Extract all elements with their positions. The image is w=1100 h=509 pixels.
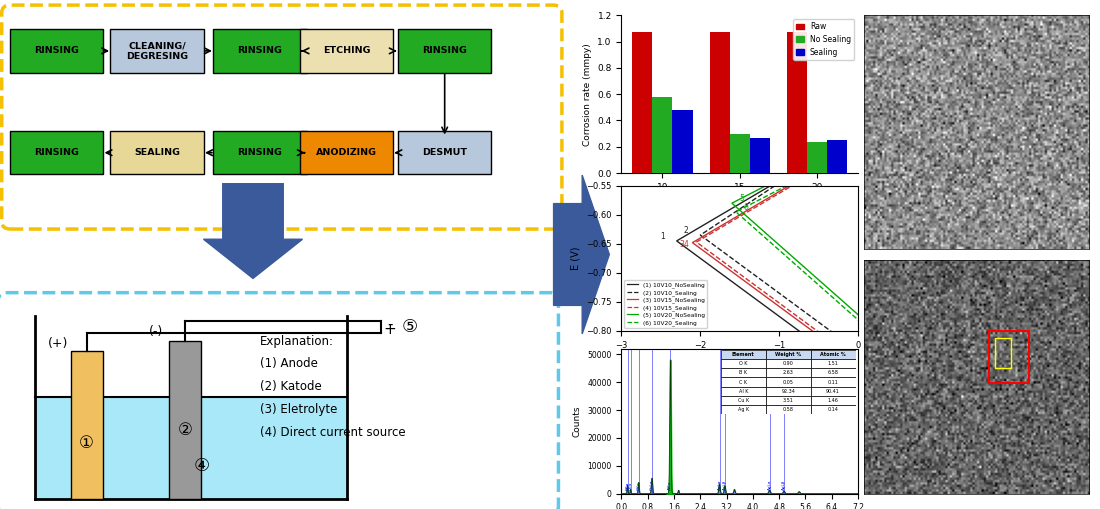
Text: (2) Katode: (2) Katode (260, 380, 321, 393)
Text: CKα: CKα (628, 482, 632, 490)
Y-axis label: E (V): E (V) (571, 246, 581, 270)
FancyBboxPatch shape (213, 29, 307, 72)
FancyBboxPatch shape (110, 29, 204, 72)
Legend: (1) 10V10_NoSealing, (2) 10V10_Sealing, (3) 10V15_NoSealing, (4) 10V15_Sealing, : (1) 10V10_NoSealing, (2) 10V10_Sealing, … (625, 280, 707, 328)
Bar (652, 97, 672, 173)
Text: AgLβ: AgLβ (782, 479, 786, 490)
FancyBboxPatch shape (110, 131, 204, 174)
Bar (827, 140, 847, 173)
Text: CLEANING/
DEGRESING: CLEANING/ DEGRESING (126, 41, 188, 61)
Bar (807, 142, 827, 173)
Text: ANODIZING: ANODIZING (316, 148, 377, 157)
Text: RINSING: RINSING (34, 46, 79, 55)
Bar (35, 397, 346, 499)
FancyBboxPatch shape (299, 29, 394, 72)
Text: DESMUT: DESMUT (422, 148, 468, 157)
Text: CuLα: CuLα (650, 479, 654, 490)
Bar (70, 351, 102, 499)
Legend: Raw, No Sealing, Sealing: Raw, No Sealing, Sealing (793, 19, 855, 60)
Bar (169, 341, 200, 499)
Bar (786, 33, 807, 173)
Bar (729, 134, 750, 173)
Text: RINSING: RINSING (238, 148, 283, 157)
Text: ①: ① (79, 434, 95, 452)
Text: RINSING: RINSING (34, 148, 79, 157)
Text: ④: ④ (194, 457, 210, 475)
Text: AgLα: AgLα (768, 479, 771, 490)
Bar (989, 331, 1030, 383)
FancyBboxPatch shape (213, 131, 307, 174)
Bar (672, 110, 693, 173)
FancyArrow shape (553, 175, 609, 334)
Text: AgLα: AgLα (717, 479, 722, 490)
FancyBboxPatch shape (0, 293, 559, 509)
Text: 5: 5 (739, 194, 745, 204)
Text: +: + (384, 322, 396, 337)
Text: 1: 1 (660, 232, 664, 241)
Text: 2: 2 (684, 227, 689, 235)
Text: (4) Direct current source: (4) Direct current source (260, 426, 406, 439)
Text: ⑤: ⑤ (402, 318, 418, 336)
Text: AlKα: AlKα (669, 480, 672, 490)
Bar (710, 33, 729, 173)
Text: (3) Eletrolyte: (3) Eletrolyte (260, 403, 338, 416)
Y-axis label: Counts: Counts (573, 406, 582, 437)
FancyBboxPatch shape (299, 131, 394, 174)
Text: RINSING: RINSING (238, 46, 283, 55)
Text: AgLβ: AgLβ (723, 479, 727, 490)
Text: (1) Anode: (1) Anode (260, 357, 318, 371)
Text: ②: ② (177, 421, 192, 439)
Text: BKα: BKα (626, 482, 629, 490)
Text: (-): (-) (148, 325, 163, 338)
Text: OKα: OKα (637, 481, 640, 490)
FancyBboxPatch shape (398, 29, 492, 72)
Text: RINSING: RINSING (422, 46, 468, 55)
FancyBboxPatch shape (10, 131, 103, 174)
FancyBboxPatch shape (10, 29, 103, 72)
Text: (+): (+) (47, 337, 68, 350)
FancyBboxPatch shape (601, 0, 1100, 509)
Text: Explanation:: Explanation: (260, 334, 334, 348)
FancyBboxPatch shape (398, 131, 492, 174)
Bar (632, 33, 652, 173)
Text: -: - (387, 317, 393, 332)
Bar (750, 138, 770, 173)
X-axis label: log I (μA/cm²): log I (μA/cm²) (710, 355, 770, 364)
Text: ETCHING: ETCHING (322, 46, 371, 55)
Text: 6: 6 (744, 203, 749, 212)
FancyArrow shape (204, 183, 302, 278)
Bar (996, 338, 1011, 369)
Text: 4: 4 (683, 240, 689, 249)
Y-axis label: Corrosion rate (mmpy): Corrosion rate (mmpy) (583, 43, 592, 146)
Text: 3: 3 (680, 240, 684, 249)
X-axis label: Anodizing time (minute): Anodizing time (minute) (681, 197, 799, 207)
FancyBboxPatch shape (2, 5, 562, 229)
Text: SEALING: SEALING (134, 148, 180, 157)
